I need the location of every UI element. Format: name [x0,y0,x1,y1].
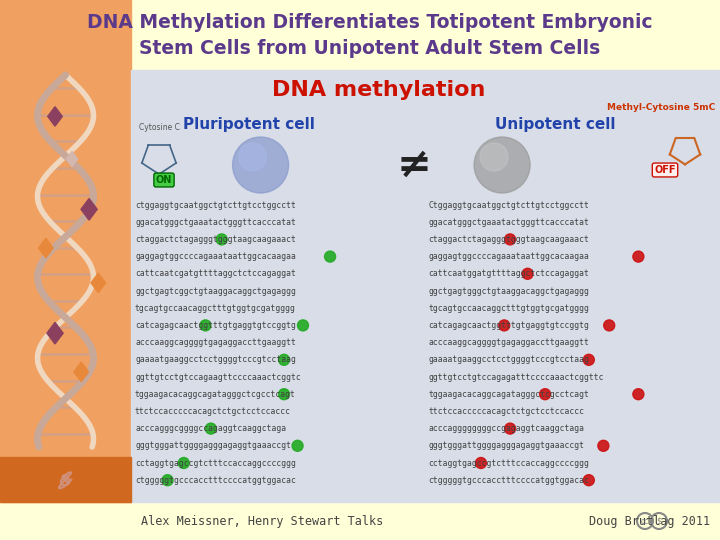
Text: ggttgtcctgtccagagatttccccaaactcggttc: ggttgtcctgtccagagatttccccaaactcggttc [428,373,604,381]
Text: ON: ON [156,175,172,185]
Circle shape [279,389,289,400]
Text: ggacatgggctgaaatactgggttcacccatat: ggacatgggctgaaatactgggttcacccatat [135,218,296,227]
Circle shape [474,137,530,193]
Text: catcagagcaactggtttgtgaggtgtccggtg: catcagagcaactggtttgtgaggtgtccggtg [135,321,296,330]
Text: gggtgggattggggagggagaggtgaaaccgt: gggtgggattggggagggagaggtgaaaccgt [428,441,585,450]
Text: OFF: OFF [654,165,676,175]
Text: Stem Cells from Unipotent Adult Stem Cells: Stem Cells from Unipotent Adult Stem Cel… [140,38,600,57]
Polygon shape [48,107,63,126]
Polygon shape [47,322,63,344]
Polygon shape [39,238,53,258]
Circle shape [522,268,533,279]
Polygon shape [66,151,78,166]
Circle shape [179,457,189,469]
Text: gaggagtggccccagaaataattggcacaagaa: gaggagtggccccagaaataattggcacaagaa [428,252,589,261]
Text: ctaggactctagagggtgggtaagcaagaaact: ctaggactctagagggtgggtaagcaagaaact [428,235,589,244]
Circle shape [162,475,173,485]
Bar [0,0,131,502]
Text: DNA Methylation Differentiates Totipotent Embryonic: DNA Methylation Differentiates Totipoten… [87,12,653,31]
Circle shape [505,423,516,434]
Circle shape [238,143,266,171]
Text: Ctggaggtgcaatggctgtcttgtcctggcctt: Ctggaggtgcaatggctgtcttgtcctggcctt [428,200,589,210]
Text: acccagggcggggccagaggtcaaggctaga: acccagggcggggccagaggtcaaggctaga [135,424,286,433]
Text: cattcaatggatgttttaggctctccagaggat: cattcaatggatgttttaggctctccagaggat [428,269,589,278]
Text: tgcagtgccaacaggctttgtggtgcgatgggg: tgcagtgccaacaggctttgtggtgcgatgggg [135,303,296,313]
Circle shape [480,143,508,171]
Text: ctgggggtgcccacctttccccatggtggacac: ctgggggtgcccacctttccccatggtggacac [135,476,296,485]
Text: cc: cc [641,516,649,525]
Circle shape [603,320,615,331]
Circle shape [598,440,609,451]
Circle shape [292,440,303,451]
Circle shape [325,251,336,262]
Text: acccaggggggggccgagaggtcaaggctaga: acccaggggggggccgagaggtcaaggctaga [428,424,585,433]
Text: ggctgagtgggctgtaaggacaggctgagaggg: ggctgagtgggctgtaaggacaggctgagaggg [428,287,589,295]
Circle shape [539,389,551,400]
Text: tgcagtgccaacaggctttgtggtgcgatgggg: tgcagtgccaacaggctttgtggtgcgatgggg [428,303,589,313]
Circle shape [205,423,217,434]
Text: cctaggtgagccgtctttccaccaggccccggg: cctaggtgagccgtctttccaccaggccccggg [135,458,296,468]
Text: ttctccacccccacagctctgctcctccaccc: ttctccacccccacagctctgctcctccaccc [428,407,585,416]
Text: cattcaatcgatgttttaggctctccagaggat: cattcaatcgatgttttaggctctccagaggat [135,269,296,278]
Text: ggttgtcctgtccagaagttccccaaactcggtc: ggttgtcctgtccagaagttccccaaactcggtc [135,373,301,381]
Text: ggacatgggctgaaatactgggttcacccatat: ggacatgggctgaaatactgggttcacccatat [428,218,589,227]
Text: ttctccacccccacagctctgctcctccaccc: ttctccacccccacagctctgctcctccaccc [135,407,291,416]
Text: gaaaatgaaggcctcctggggtcccgtcctaag: gaaaatgaaggcctcctggggtcccgtcctaag [135,355,296,364]
Circle shape [279,354,289,365]
Circle shape [233,137,289,193]
Text: ≠: ≠ [396,144,431,186]
Text: acccaaggcaggggtgagaggaccttgaaggtt: acccaaggcaggggtgagaggaccttgaaggtt [135,338,296,347]
Circle shape [583,475,594,485]
Circle shape [505,234,516,245]
Polygon shape [81,199,97,220]
Text: Methyl-Cytosine 5mC: Methyl-Cytosine 5mC [607,104,715,112]
Bar [131,70,720,502]
Text: Doug Brutlag 2011: Doug Brutlag 2011 [589,515,710,528]
Text: DNA methylation: DNA methylation [271,80,485,100]
Text: gaaaatgaaggcctcctggggtcccgtcctaag: gaaaatgaaggcctcctggggtcccgtcctaag [428,355,589,364]
Bar [0,457,131,502]
Text: ctaggactctagagggtgggtaagcaagaaact: ctaggactctagagggtgggtaagcaagaaact [135,235,296,244]
Polygon shape [74,362,89,382]
Text: gggtgggattggggagggagaggtgaaaccgt: gggtgggattggggagggagaggtgaaaccgt [135,441,291,450]
Text: ggctgagtcggctgtaaggacaggctgagaggg: ggctgagtcggctgtaaggacaggctgagaggg [135,287,296,295]
Text: cctaggtgagccgtctttccaccaggccccggg: cctaggtgagccgtctttccaccaggccccggg [428,458,589,468]
Circle shape [633,251,644,262]
Text: catcagagcaactggtttgtgaggtgtccggtg: catcagagcaactggtttgtgaggtgtccggtg [428,321,589,330]
Text: Alex Meissner, Henry Stewart Talks: Alex Meissner, Henry Stewart Talks [141,515,383,528]
Circle shape [216,234,228,245]
Text: Pluripotent cell: Pluripotent cell [183,118,315,132]
Circle shape [475,457,487,469]
Text: Unipotent cell: Unipotent cell [495,118,616,132]
Circle shape [499,320,510,331]
Text: acccaaggcaggggtgagaggaccttgaaggtt: acccaaggcaggggtgagaggaccttgaaggtt [428,338,589,347]
Circle shape [633,389,644,400]
Text: ctgggggtgcccacctttccccatggtggacac: ctgggggtgcccacctttccccatggtggacac [428,476,589,485]
Text: ctggaggtgcaatggctgtcttgtcctggcctt: ctggaggtgcaatggctgtcttgtcctggcctt [135,200,296,210]
Text: $: $ [657,516,662,525]
Text: gaggagtggccccagaaataattggcacaagaa: gaggagtggccccagaaataattggcacaagaa [135,252,296,261]
Text: tggaagacacaggcagatagggctcgcctcagt: tggaagacacaggcagatagggctcgcctcagt [135,390,296,399]
Text: Cytosine C: Cytosine C [139,124,180,132]
Circle shape [200,320,211,331]
Text: tggaagacacaggcagatagggctcgcctcagt: tggaagacacaggcagatagggctcgcctcagt [428,390,589,399]
Polygon shape [91,273,106,293]
Circle shape [297,320,308,331]
Circle shape [583,354,594,365]
